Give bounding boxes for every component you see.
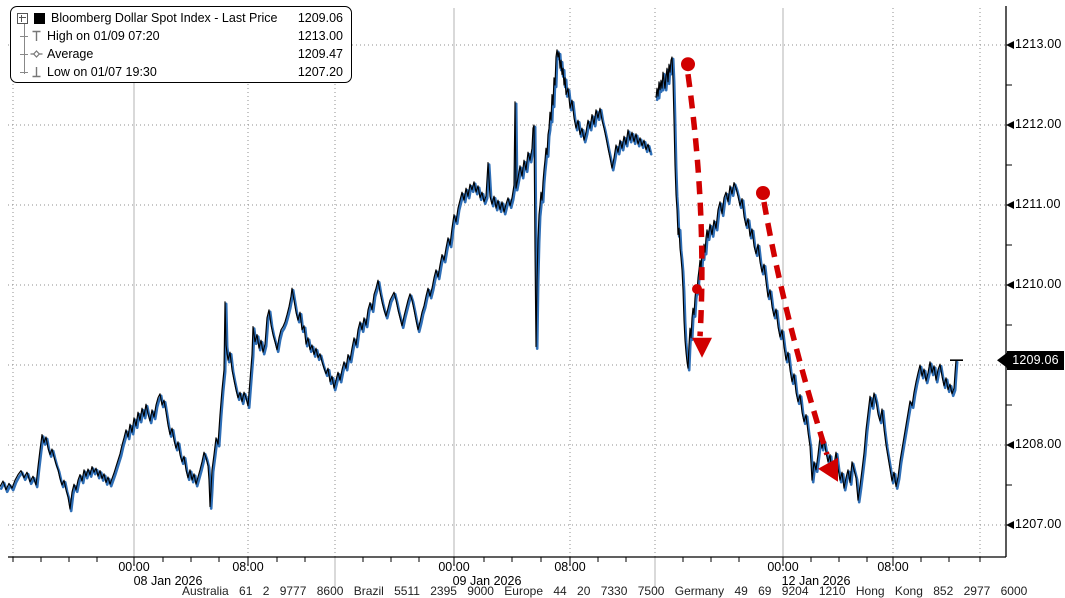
y-axis-tick-label: 1211.00 [1015, 197, 1061, 211]
badge-pointer-notch [997, 352, 1007, 368]
high-marker-icon [32, 30, 41, 41]
legend-row-average: Average 1209.47 [17, 45, 343, 63]
x-axis-time-label: 08:00 [877, 560, 909, 574]
y-axis-tick-label: 1212.00 [1015, 117, 1062, 131]
average-marker-icon [30, 50, 43, 58]
x-axis-time-label: 08:00 [232, 560, 264, 574]
tree-stub [20, 53, 28, 55]
y-axis-tick-label: 1208.00 [1015, 437, 1062, 451]
legend-row-high: High on 01/09 07:20 1213.00 [17, 27, 343, 45]
down-arrow-2-shaft [761, 201, 830, 456]
x-axis-time-label: 00:00 [767, 560, 799, 574]
legend-high-label: High on 01/09 07:20 [47, 29, 160, 43]
x-axis-time-label: 00:00 [118, 560, 150, 574]
down-arrow-1-dot [681, 57, 695, 72]
low-marker-icon [32, 67, 41, 78]
y-tick-arrow-icon [1006, 441, 1014, 449]
y-axis-tick-label: 1210.00 [1015, 277, 1062, 291]
legend-expander-icon[interactable] [17, 12, 28, 24]
legend-series-label: Bloomberg Dollar Spot Index - Last Price [51, 11, 278, 25]
legend-row-low: Low on 01/07 19:30 1207.20 [17, 63, 343, 81]
x-axis-date-label: 12 Jan 2026 [781, 574, 851, 588]
legend-box: Bloomberg Dollar Spot Index - Last Price… [10, 6, 352, 83]
price-line [655, 56, 957, 501]
last-price-badge: 1209.06 [1007, 350, 1064, 370]
y-tick-arrow-icon [1006, 41, 1014, 49]
legend-average-label: Average [47, 47, 94, 61]
price-line-blue-shadow [0, 50, 653, 513]
legend-low-label: Low on 01/07 19:30 [47, 65, 157, 79]
tree-stub [20, 71, 28, 73]
x-axis-time-label: 00:00 [438, 560, 470, 574]
y-axis-tick-label: 1207.00 [1015, 517, 1062, 531]
down-arrow-1-head [692, 337, 712, 358]
legend-series-value: 1209.06 [297, 11, 343, 25]
tree-stub [20, 35, 28, 37]
price-line [0, 49, 651, 510]
legend-high-value: 1213.00 [297, 29, 343, 43]
terminal-footer-text: Australia 61 2 9777 8600 Brazil 5511 239… [182, 584, 1028, 598]
down-arrow-1-shaft [685, 73, 705, 337]
legend-average-value: 1209.47 [297, 47, 343, 61]
x-axis-date-label: 09 Jan 2026 [452, 574, 522, 588]
legend-tree-connector [24, 23, 25, 74]
legend-low-value: 1207.20 [297, 65, 343, 79]
y-tick-arrow-icon [1006, 281, 1014, 289]
y-tick-arrow-icon [1006, 201, 1014, 209]
y-tick-arrow-icon [1006, 121, 1014, 129]
down-arrow-2-dot [756, 186, 770, 200]
y-tick-arrow-icon [1006, 521, 1014, 529]
highlight-dot-on-line [692, 284, 702, 294]
y-axis-tick-label: 1213.00 [1015, 37, 1062, 51]
down-arrow-2-head [818, 457, 838, 482]
x-axis-date-label: 08 Jan 2026 [133, 574, 203, 588]
x-axis-time-label: 08:00 [554, 560, 586, 574]
legend-row-last-price: Bloomberg Dollar Spot Index - Last Price… [17, 9, 343, 27]
series-color-swatch-icon [34, 12, 45, 24]
